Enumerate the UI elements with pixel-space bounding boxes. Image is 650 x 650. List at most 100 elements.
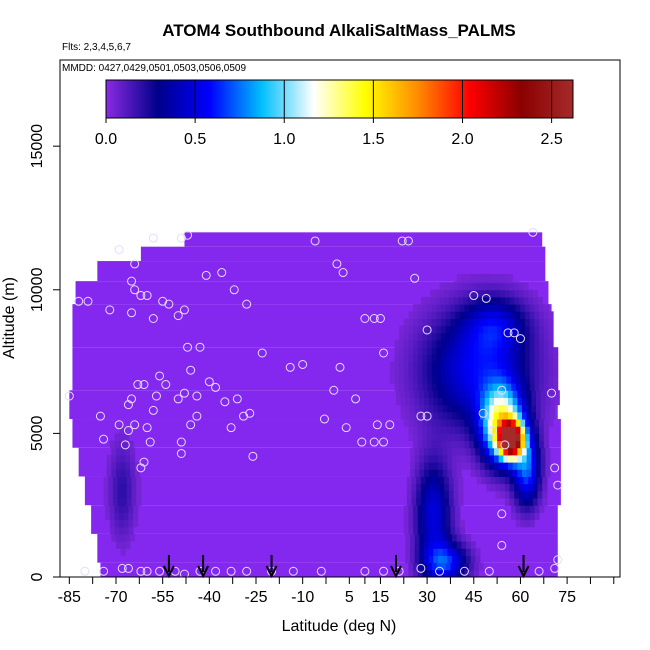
field-cell	[130, 447, 136, 456]
field-cell	[529, 519, 535, 528]
field-cell	[494, 462, 500, 470]
data-point	[130, 285, 140, 295]
field-cell	[422, 512, 428, 521]
field-cell	[509, 498, 515, 506]
field-cell	[456, 411, 462, 420]
field-cell	[531, 404, 537, 413]
field-cell	[483, 354, 489, 363]
field-cell	[413, 311, 419, 319]
field-cell	[125, 447, 131, 456]
field-cell	[522, 404, 528, 413]
field-cell	[525, 383, 531, 391]
field-cell	[537, 483, 543, 492]
field-cell	[515, 311, 521, 319]
field-cell	[450, 354, 456, 363]
field-cell	[532, 498, 539, 506]
field-cell	[480, 273, 486, 282]
field-cell	[109, 526, 115, 535]
field-cell	[492, 325, 498, 334]
field-cell	[539, 419, 545, 427]
field-cell	[109, 519, 115, 528]
field-cell	[442, 548, 448, 556]
field-cell	[478, 318, 484, 327]
field-cell	[464, 433, 470, 442]
data-point	[127, 308, 137, 318]
field-cell	[420, 483, 427, 492]
field-cell	[408, 426, 414, 434]
field-cell	[436, 419, 442, 427]
field-cell	[481, 289, 487, 298]
field-cell	[450, 512, 456, 521]
field-cell	[550, 404, 556, 413]
field-cell	[109, 505, 115, 513]
field-cell	[554, 397, 560, 406]
field-cell	[450, 426, 456, 434]
field-cell	[462, 289, 469, 298]
field-cell	[512, 404, 518, 413]
data-point	[176, 437, 186, 447]
data-point	[500, 440, 510, 450]
field-cell	[543, 368, 549, 377]
field-cell	[473, 562, 479, 571]
data-point	[139, 380, 149, 390]
field-cell	[430, 490, 436, 499]
field-cell	[438, 454, 444, 463]
field-cell	[470, 548, 476, 556]
field-cell	[550, 411, 556, 420]
field-cell	[427, 368, 433, 377]
field-cell	[431, 304, 437, 312]
field-cell	[487, 318, 493, 327]
field-cell	[537, 476, 543, 485]
field-cell	[492, 332, 498, 341]
field-cell	[417, 512, 423, 521]
field-cell	[498, 462, 504, 470]
field-cell	[489, 273, 495, 282]
field-cell	[511, 304, 517, 312]
data-point	[148, 314, 158, 323]
field-cell	[520, 433, 526, 442]
field-cell	[534, 354, 540, 363]
field-cell	[456, 548, 462, 556]
field-cell	[447, 469, 453, 477]
field-cell	[514, 289, 520, 298]
field-cell	[389, 368, 395, 377]
field-cell	[534, 304, 540, 312]
field-cell	[525, 368, 531, 377]
field-cell	[539, 383, 545, 391]
field-cell	[403, 419, 409, 427]
field-cell	[526, 462, 532, 470]
field-cell	[105, 505, 111, 513]
field-cell	[539, 332, 545, 341]
field-cell	[424, 541, 430, 549]
data-point	[211, 566, 221, 576]
field-cell	[543, 347, 549, 355]
field-cell	[109, 512, 115, 521]
field-cell	[419, 454, 425, 463]
field-cell	[487, 368, 493, 377]
x-tick-label: -10	[291, 589, 314, 606]
field-cell	[525, 347, 531, 355]
field-band	[97, 533, 558, 563]
field-cell	[515, 368, 521, 377]
field-cell	[447, 533, 453, 542]
field-cell	[501, 368, 507, 377]
field-cell	[126, 498, 133, 506]
field-cell	[450, 347, 456, 355]
field-cell	[495, 289, 501, 298]
field-cell	[422, 569, 428, 577]
field-cell	[459, 569, 465, 577]
field-cell	[484, 397, 490, 406]
field-cell	[452, 390, 458, 398]
field-cell	[456, 541, 462, 549]
field-cell	[478, 562, 484, 571]
field-cell	[417, 440, 423, 449]
field-cell	[523, 282, 529, 291]
field-cell	[472, 289, 478, 298]
field-cell	[399, 361, 405, 370]
field-cell	[532, 483, 539, 492]
field-cell	[483, 419, 489, 427]
field-cell	[125, 454, 131, 463]
field-cell	[543, 361, 549, 370]
field-cell	[436, 512, 442, 521]
field-cell	[431, 519, 437, 528]
